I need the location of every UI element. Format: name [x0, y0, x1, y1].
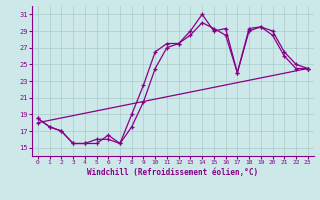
X-axis label: Windchill (Refroidissement éolien,°C): Windchill (Refroidissement éolien,°C) [87, 168, 258, 177]
